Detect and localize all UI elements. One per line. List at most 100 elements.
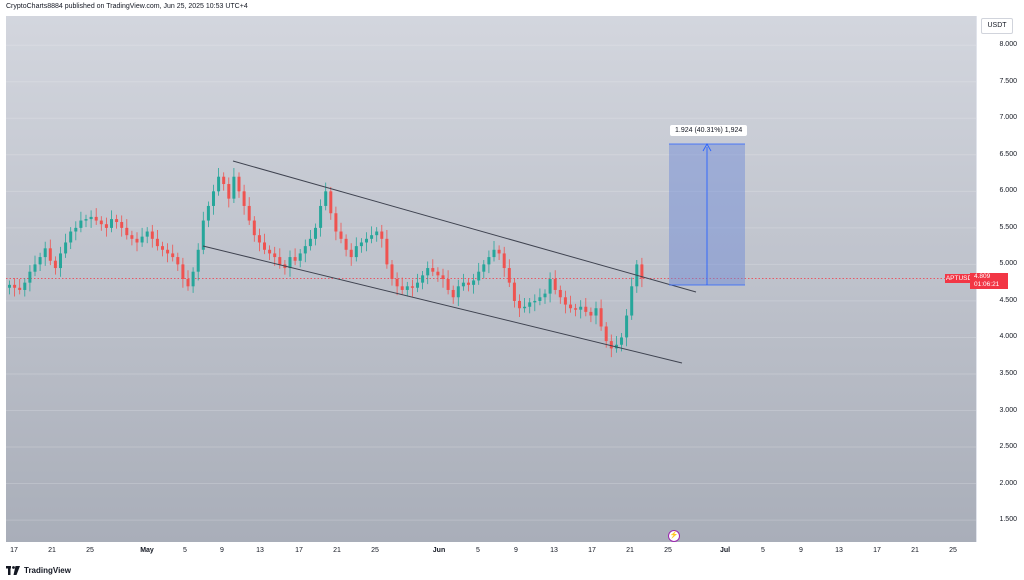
candle bbox=[349, 243, 353, 266]
candle bbox=[441, 268, 445, 288]
candle-body bbox=[543, 293, 547, 298]
price-tick-label: 3.500 bbox=[999, 369, 1017, 377]
candle-body bbox=[339, 231, 343, 239]
candle-body bbox=[538, 297, 542, 301]
candle bbox=[242, 184, 246, 215]
candle-body bbox=[110, 219, 113, 228]
price-tick-label: 1.500 bbox=[999, 516, 1017, 524]
candle-body bbox=[599, 308, 603, 327]
candle bbox=[53, 256, 57, 275]
time-tick-label: 17 bbox=[10, 547, 18, 554]
candle-body bbox=[574, 308, 578, 310]
price-tick-label: 7.500 bbox=[999, 77, 1017, 85]
time-tick-label: 21 bbox=[626, 547, 634, 554]
candle bbox=[38, 252, 42, 271]
candle-body bbox=[487, 257, 491, 265]
candle-body bbox=[477, 271, 481, 281]
candle-body bbox=[416, 282, 419, 288]
candle bbox=[558, 285, 562, 304]
candle bbox=[563, 290, 567, 314]
candle bbox=[630, 277, 634, 320]
candle bbox=[130, 230, 134, 246]
candle bbox=[181, 257, 185, 288]
candle bbox=[625, 308, 629, 347]
candle-body bbox=[365, 238, 368, 243]
time-tick-label: 17 bbox=[588, 547, 596, 554]
candle-body bbox=[247, 205, 251, 221]
candle-body bbox=[115, 219, 119, 223]
candle-body bbox=[380, 231, 384, 239]
candle-body bbox=[329, 191, 333, 214]
candle bbox=[502, 246, 506, 277]
channel-upper-line[interactable] bbox=[232, 160, 697, 293]
candle bbox=[319, 199, 323, 237]
candle bbox=[507, 259, 511, 288]
candle-body bbox=[456, 286, 460, 298]
candle-body bbox=[436, 271, 440, 276]
candle bbox=[263, 233, 266, 255]
candle bbox=[574, 303, 578, 317]
price-tick-label: 2.500 bbox=[999, 443, 1017, 451]
candle bbox=[308, 230, 312, 251]
candle bbox=[472, 273, 476, 294]
candle-body bbox=[59, 253, 62, 269]
time-tick-label: 5 bbox=[476, 547, 480, 554]
candle bbox=[344, 234, 348, 257]
candle-body bbox=[104, 224, 108, 228]
candle bbox=[523, 297, 527, 313]
candle bbox=[94, 208, 98, 225]
price-range-arrowhead bbox=[702, 143, 712, 152]
candle bbox=[375, 227, 379, 242]
candle bbox=[196, 243, 200, 281]
price-tick-label: 6.500 bbox=[999, 150, 1017, 158]
candle bbox=[79, 211, 83, 233]
chart-pane[interactable]: 1.924 (40.31%) 1,924 ⚡ bbox=[6, 16, 976, 542]
currency-selector[interactable]: USDT bbox=[981, 18, 1013, 34]
candle bbox=[125, 219, 129, 240]
candle-body bbox=[237, 176, 241, 192]
candle bbox=[64, 233, 68, 258]
candle bbox=[431, 259, 435, 277]
candle bbox=[512, 278, 516, 308]
time-tick-label: 21 bbox=[333, 547, 341, 554]
candle bbox=[69, 227, 73, 250]
candle bbox=[365, 232, 368, 252]
candle bbox=[543, 289, 547, 304]
time-tick-label: 9 bbox=[220, 547, 224, 554]
channel-lower-line[interactable] bbox=[202, 245, 683, 364]
candle bbox=[288, 250, 292, 277]
candle-body bbox=[232, 176, 236, 199]
time-axis[interactable]: 17 21 25 May 5 9 13 17 21 25 Jun 5 9 13 17 21 25 Jul 5 9 13 1… bbox=[6, 542, 976, 562]
candle-body bbox=[518, 300, 521, 309]
candle bbox=[201, 211, 205, 255]
chart-canvas[interactable] bbox=[6, 16, 976, 542]
candle bbox=[23, 278, 27, 297]
time-tick-label: May bbox=[140, 547, 154, 554]
candle-body bbox=[130, 235, 134, 239]
candle bbox=[400, 277, 404, 295]
candle-body bbox=[359, 242, 363, 247]
candle bbox=[140, 227, 144, 247]
candle-body bbox=[257, 235, 261, 243]
candle-body bbox=[38, 257, 42, 265]
candle-body bbox=[298, 253, 302, 261]
time-tick-label: 25 bbox=[664, 547, 672, 554]
candle bbox=[176, 252, 180, 271]
time-tick-label: Jul bbox=[719, 547, 731, 554]
candle-body bbox=[512, 282, 516, 301]
candle bbox=[436, 267, 440, 282]
price-tick-label: 6.000 bbox=[999, 187, 1017, 195]
price-tick-label: 5.500 bbox=[999, 223, 1017, 231]
candle bbox=[604, 322, 608, 348]
last-price-tag: 4.809 01:06:21 bbox=[970, 273, 1008, 290]
candle-body bbox=[186, 279, 190, 287]
time-tick-label: 21 bbox=[48, 547, 56, 554]
candle bbox=[426, 261, 430, 285]
candle-body bbox=[48, 248, 52, 261]
candle bbox=[538, 288, 542, 306]
lightning-event-icon[interactable]: ⚡ bbox=[668, 530, 680, 542]
candle bbox=[222, 172, 226, 191]
candle bbox=[533, 294, 537, 312]
candle-body bbox=[150, 231, 154, 239]
candle bbox=[553, 270, 557, 295]
